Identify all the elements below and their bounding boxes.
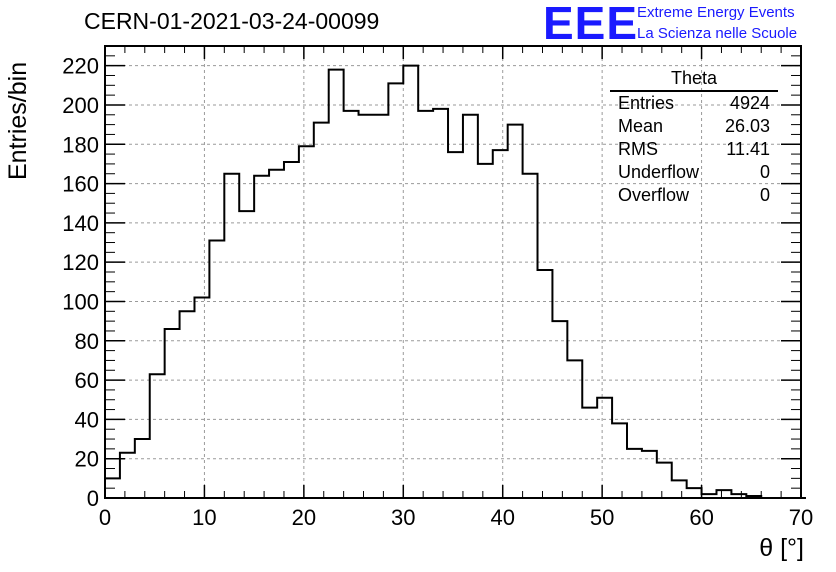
stats-label: Mean [618,116,664,136]
x-axis-label: θ [°] [759,534,804,562]
stats-name: Theta [610,68,778,92]
plot-frame [104,45,802,499]
stats-label: RMS [618,139,658,159]
stats-value: 0 [759,185,770,205]
stats-row-overflow: Overflow 0 [610,184,778,207]
y-tick-label: 160 [62,172,99,197]
stats-label: Underflow [618,162,700,182]
x-tick-label: 50 [590,505,614,530]
stats-row-rms: RMS 11.41 [610,138,778,161]
histogram-line [105,64,806,499]
y-axis-label: Entries/bin [4,61,32,180]
y-tick-label: 200 [62,93,99,118]
x-tick-label: 60 [689,505,713,530]
y-tick-label: 80 [75,329,99,354]
y-tick-label: 20 [75,447,99,472]
y-tick-label: 40 [75,407,99,432]
y-tick-label: 0 [87,486,99,511]
x-tick-label: 30 [391,505,415,530]
stats-value: 26.03 [724,116,770,136]
stats-row-entries: Entries 4924 [610,92,778,115]
stats-box: Theta Entries 4924 Mean 26.03 RMS 11.41 … [610,68,778,207]
stats-row-underflow: Underflow 0 [610,161,778,184]
tick-labels: 0 10 20 30 40 50 60 70 0 20 40 60 80 100 120 140 160 180 2… [62,54,813,530]
grid [105,46,801,498]
stats-value: 0 [759,162,770,182]
logo-line-1: Extreme Energy Events [637,4,795,21]
stats-label: Entries [618,93,675,113]
y-tick-label: 140 [62,211,99,236]
stats-value: 11.41 [726,139,770,159]
y-tick-label: 60 [75,368,99,393]
x-tick-label: 40 [490,505,514,530]
x-tick-label: 0 [99,505,111,530]
x-tick-label: 20 [292,505,316,530]
y-tick-label: 120 [62,250,99,275]
logo-line-2: La Scienza nelle Scuole [637,25,798,42]
x-tick-label: 10 [192,505,216,530]
stats-label: Overflow [618,185,690,205]
y-tick-label: 180 [62,132,99,157]
y-tick-label: 220 [62,54,99,79]
chart-title: CERN-01-2021-03-24-00099 [84,8,380,34]
eee-logo: EEE [543,0,639,49]
y-tick-label: 100 [62,289,99,314]
stats-row-mean: Mean 26.03 [610,115,778,138]
x-tick-label: 70 [789,505,813,530]
stats-value: 4924 [729,93,770,113]
